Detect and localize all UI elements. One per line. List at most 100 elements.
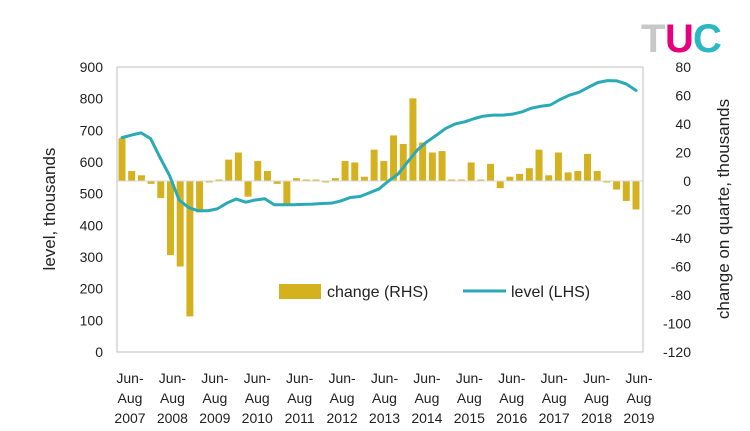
left-axis-title: level, thousands <box>40 148 59 271</box>
x-tick-label: Jun- Aug 2014 <box>411 370 442 426</box>
left-tick-label: 700 <box>80 122 104 138</box>
right-tick-label: 0 <box>683 173 691 189</box>
change-bar <box>564 172 572 181</box>
level-line <box>120 79 638 213</box>
x-tick-label-line3: 2015 <box>454 410 485 426</box>
x-tick-label-line1: Jun- <box>498 370 526 386</box>
x-tick-label: Jun- Aug 2019 <box>623 370 654 426</box>
change-bar <box>554 152 562 181</box>
x-tick-label-line1: Jun- <box>413 370 441 386</box>
change-bar <box>438 151 446 181</box>
change-bar <box>613 181 621 190</box>
change-bar <box>487 163 495 181</box>
x-tick-label-line1: Jun- <box>201 370 229 386</box>
x-tick-label-line1: Jun- <box>456 370 484 386</box>
change-bar <box>516 173 524 182</box>
change-bar <box>428 152 436 181</box>
left-tick-label: 300 <box>80 249 104 265</box>
x-tick-label-line3: 2007 <box>114 410 145 426</box>
right-tick-label: -60 <box>671 259 691 275</box>
right-tick-label: 60 <box>675 88 691 104</box>
right-axis-ticks: 80 60 40 20 0 -20 -40 -60 -80 -100 -120 <box>663 59 691 360</box>
x-tick-label-line2: Aug <box>499 390 524 406</box>
change-bar <box>622 181 630 201</box>
x-tick-label-line1: Jun- <box>328 370 356 386</box>
x-tick-label: Jun- Aug 2013 <box>369 370 400 426</box>
right-tick-label: -80 <box>671 287 691 303</box>
left-tick-label: 100 <box>80 312 104 328</box>
x-tick-label-line1: Jun- <box>116 370 144 386</box>
x-tick-label-line3: 2012 <box>327 410 358 426</box>
change-bar <box>273 181 281 184</box>
change-bar <box>525 168 533 181</box>
change-bar <box>574 171 582 181</box>
x-tick-label: Jun- Aug 2008 <box>157 370 188 426</box>
plot-area-border <box>116 66 644 353</box>
x-tick-label-line1: Jun- <box>159 370 187 386</box>
change-bar <box>205 181 213 183</box>
x-tick-label: Jun- Aug 2010 <box>242 370 273 426</box>
change-bars <box>118 98 640 317</box>
x-tick-label-line2: Aug <box>202 390 227 406</box>
change-bar <box>603 181 611 183</box>
change-bar <box>147 181 155 184</box>
x-tick-label-line3: 2018 <box>581 410 612 426</box>
logo-letter-u: U <box>665 17 694 61</box>
x-tick-label: Jun- Aug 2015 <box>454 370 485 426</box>
change-bar <box>506 176 514 181</box>
change-bar <box>215 179 223 181</box>
x-tick-label: Jun- Aug 2011 <box>285 370 315 426</box>
right-tick-label: -120 <box>663 344 691 360</box>
change-bar <box>225 159 233 182</box>
x-tick-label-line3: 2014 <box>411 410 442 426</box>
x-tick-label-line2: Aug <box>457 390 482 406</box>
tuc-logo: T U C <box>641 17 722 61</box>
x-tick-label: Jun- Aug 2017 <box>539 370 570 426</box>
change-bar <box>545 175 553 181</box>
x-tick-label-line3: 2008 <box>157 410 188 426</box>
change-bar <box>244 181 252 197</box>
x-tick-label: Jun- Aug 2018 <box>581 370 612 426</box>
change-bar <box>351 162 359 181</box>
change-bar <box>322 181 330 183</box>
x-tick-label-line2: Aug <box>542 390 567 406</box>
change-bar <box>370 149 378 181</box>
change-bar <box>390 135 398 181</box>
change-bar <box>535 149 543 181</box>
left-tick-label: 500 <box>80 186 104 202</box>
change-bar <box>167 181 174 256</box>
x-tick-label-line3: 2009 <box>199 410 230 426</box>
x-tick-label-line3: 2013 <box>369 410 400 426</box>
x-tick-label: Jun- Aug 2007 <box>114 370 145 426</box>
change-bar <box>399 143 407 181</box>
change-bar <box>263 171 271 181</box>
x-tick-label-line2: Aug <box>584 390 609 406</box>
change-bar <box>593 171 601 181</box>
change-bar <box>496 181 504 189</box>
x-tick-label-line2: Aug <box>414 390 439 406</box>
x-tick-label-line2: Aug <box>627 390 652 406</box>
legend-bar-label: change (RHS) <box>327 284 428 301</box>
x-tick-label-line1: Jun- <box>371 370 399 386</box>
change-bar <box>186 181 194 317</box>
x-tick-label-line3: 2019 <box>623 410 654 426</box>
right-tick-label: 40 <box>675 116 691 132</box>
change-bar <box>157 181 165 199</box>
change-bar <box>293 178 301 181</box>
change-bar <box>419 142 427 181</box>
change-bar <box>331 178 339 181</box>
right-tick-label: 80 <box>675 59 691 75</box>
left-tick-label: 0 <box>95 344 103 360</box>
logo-letter-c: C <box>693 17 722 61</box>
right-tick-label: 20 <box>675 145 691 161</box>
x-tick-label-line1: Jun- <box>583 370 611 386</box>
x-tick-label-line1: Jun- <box>244 370 272 386</box>
change-bar <box>341 161 349 181</box>
x-tick-label: Jun- Aug 2009 <box>199 370 230 426</box>
x-tick-label-line2: Aug <box>372 390 397 406</box>
change-bar <box>360 176 368 181</box>
change-bar <box>118 138 126 181</box>
change-bar <box>302 179 310 181</box>
x-tick-label-line2: Aug <box>245 390 270 406</box>
